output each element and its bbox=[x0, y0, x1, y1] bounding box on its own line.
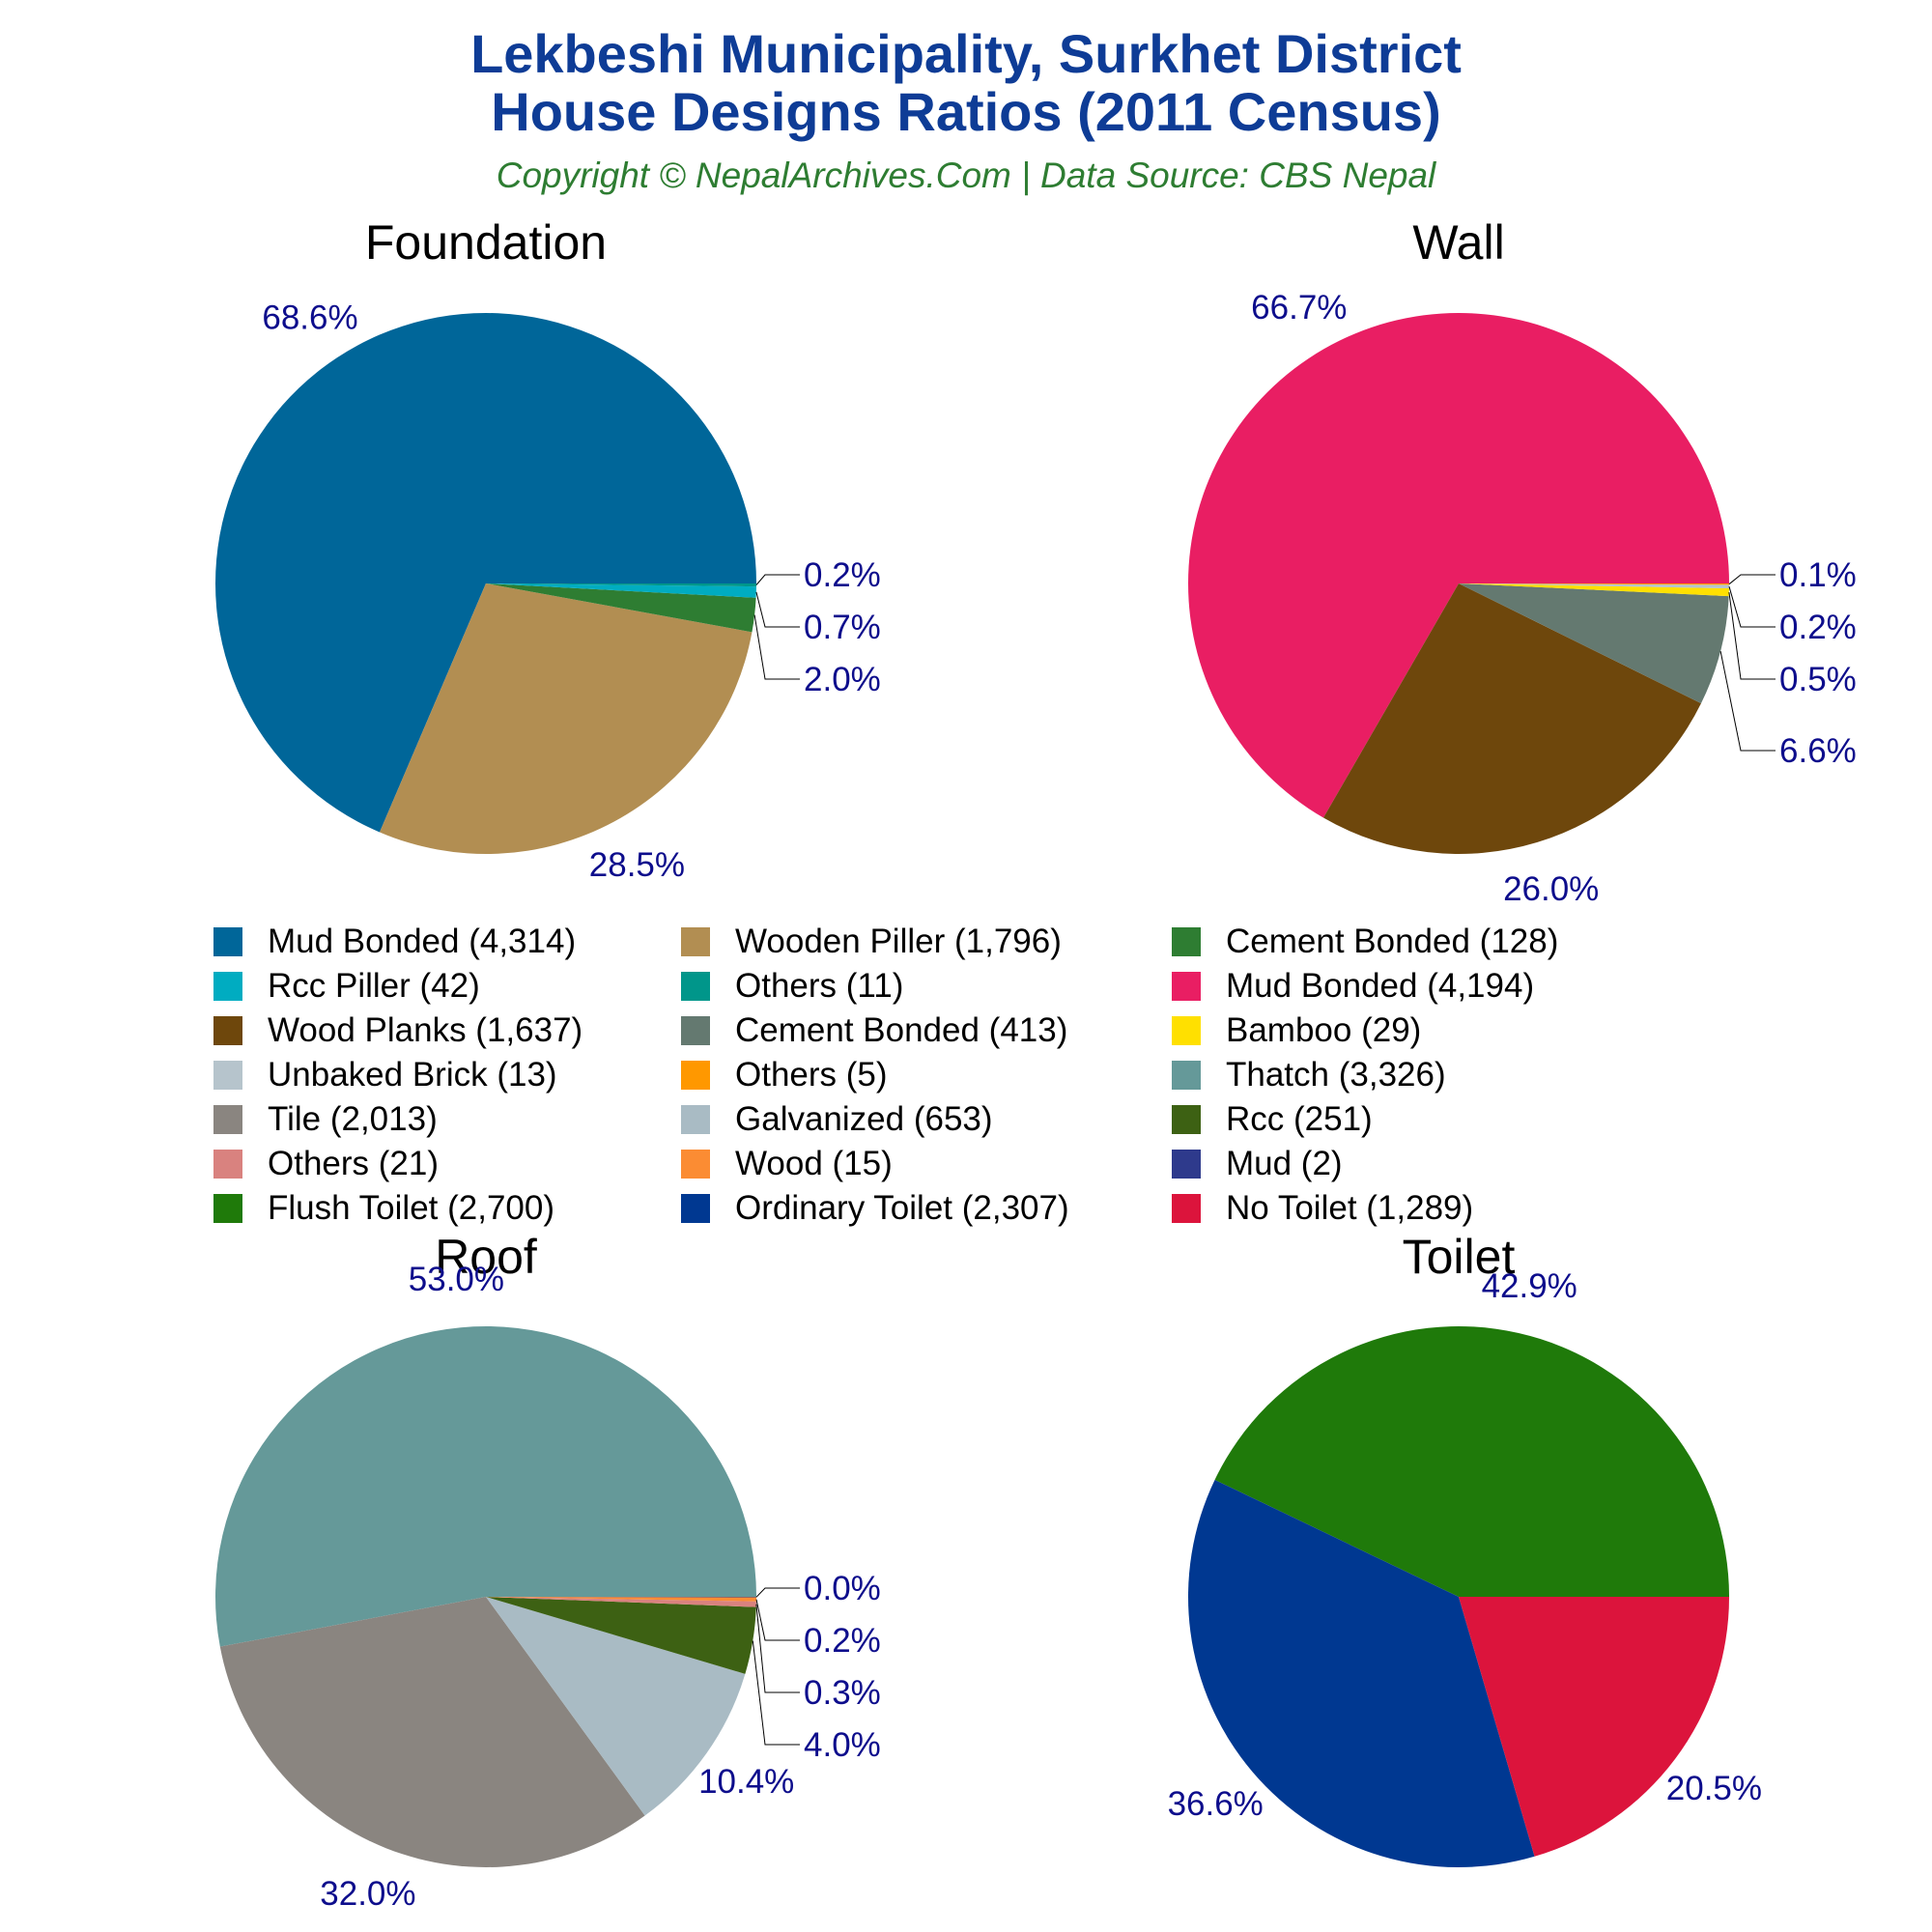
pie-leader-line-roof-mud bbox=[755, 1587, 800, 1598]
pie-title-foundation: Foundation bbox=[365, 215, 607, 270]
pie-slice-toilet-no-toilet bbox=[1459, 1597, 1729, 1857]
pie-slice-wall-cement-bonded bbox=[1459, 583, 1729, 704]
pie-pct-label-roof-wood: 0.2% bbox=[804, 1622, 881, 1660]
pie-pct-label-foundation-mud-bonded: 68.6% bbox=[262, 298, 357, 336]
pie-pct-label-foundation-others: 0.2% bbox=[804, 556, 881, 594]
pie-title-toilet: Toilet bbox=[1403, 1230, 1516, 1284]
chart-subtitle: Copyright © NepalArchives.Com | Data Sou… bbox=[496, 156, 1436, 195]
pie-slice-foundation-wooden-piller bbox=[380, 583, 753, 855]
pie-slice-foundation-others bbox=[486, 583, 756, 587]
pie-pct-label-foundation-cement-bonded: 2.0% bbox=[804, 661, 881, 698]
pie-leader-line-wall-others bbox=[1728, 574, 1776, 585]
pie-title-roof: Roof bbox=[435, 1230, 537, 1284]
chart-title-line2: House Designs Ratios (2011 Census) bbox=[491, 81, 1441, 142]
pie-slice-roof-wood bbox=[486, 1597, 756, 1602]
pie-slice-toilet-ordinary-toilet bbox=[1187, 1479, 1535, 1868]
pie-slice-wall-wood-planks bbox=[1323, 583, 1701, 855]
pie-leader-line-foundation-others bbox=[755, 574, 800, 585]
chart-title-line1: Lekbeshi Municipality, Surkhet District bbox=[470, 23, 1462, 84]
pie-slice-foundation-rcc-piller bbox=[486, 583, 756, 598]
pie-slice-wall-mud-bonded bbox=[1187, 313, 1729, 818]
pie-leader-line-roof-wood bbox=[755, 1599, 800, 1641]
pie-slice-roof-rcc bbox=[486, 1597, 756, 1674]
pie-leader-line-wall-bamboo bbox=[1728, 592, 1776, 680]
pie-pct-label-wall-wood-planks: 26.0% bbox=[1503, 870, 1599, 908]
pie-leader-line-roof-rcc bbox=[752, 1640, 800, 1746]
pie-slice-toilet-flush-toilet bbox=[1214, 1325, 1729, 1597]
chart-header: Lekbeshi Municipality, Surkhet District … bbox=[0, 0, 1932, 203]
pie-leader-line-wall-cement-bonded bbox=[1719, 651, 1776, 752]
pie-leader-line-foundation-cement-bonded bbox=[753, 614, 800, 680]
pie-pct-label-foundation-rcc-piller: 0.7% bbox=[804, 609, 881, 646]
pie-slice-roof-thatch bbox=[215, 1325, 757, 1647]
pie-pct-label-wall-unbaked-brick: 0.2% bbox=[1779, 609, 1857, 646]
pie-slice-foundation-mud-bonded bbox=[215, 313, 756, 833]
pie-pct-label-roof-mud: 0.0% bbox=[804, 1570, 881, 1607]
pie-slice-roof-tile bbox=[219, 1597, 645, 1867]
pie-slice-wall-unbaked-brick bbox=[1459, 583, 1729, 589]
pie-slice-wall-others bbox=[1459, 583, 1730, 585]
pie-pct-label-wall-cement-bonded: 6.6% bbox=[1779, 732, 1857, 770]
pie-slice-roof-others bbox=[486, 1597, 756, 1607]
pie-leader-line-foundation-rcc-piller bbox=[755, 591, 800, 628]
pie-pct-label-roof-others: 0.3% bbox=[804, 1674, 881, 1712]
pie-slice-wall-bamboo bbox=[1459, 583, 1729, 597]
pie-pct-label-toilet-ordinary-toilet: 36.6% bbox=[1168, 1785, 1264, 1823]
pie-chart-wall: Wall 66.7% 26.0% 0.1% 0.2% 0.5% 6.6% bbox=[1187, 215, 1857, 908]
pie-pct-label-wall-bamboo: 0.5% bbox=[1779, 661, 1857, 698]
pie-slice-roof-mud bbox=[486, 1597, 757, 1598]
pie-slice-foundation-cement-bonded bbox=[486, 583, 756, 633]
pie-pct-label-toilet-flush-toilet: 42.9% bbox=[1482, 1267, 1577, 1305]
pie-pct-label-toilet-no-toilet: 20.5% bbox=[1666, 1770, 1762, 1807]
pie-title-wall: Wall bbox=[1412, 215, 1504, 270]
pie-pct-label-roof-tile: 32.0% bbox=[320, 1875, 415, 1913]
pie-pct-label-roof-galvanized: 10.4% bbox=[698, 1763, 794, 1801]
pie-slice-roof-galvanized bbox=[486, 1597, 746, 1816]
pie-pct-label-roof-rcc: 4.0% bbox=[804, 1726, 881, 1764]
pie-pct-label-roof-thatch: 53.0% bbox=[409, 1261, 504, 1298]
pie-pct-label-wall-mud-bonded: 66.7% bbox=[1251, 289, 1347, 327]
pie-leader-line-roof-others bbox=[755, 1604, 800, 1693]
pie-pct-label-foundation-wooden-piller: 28.5% bbox=[589, 846, 685, 884]
pie-pct-label-wall-others: 0.1% bbox=[1779, 556, 1857, 594]
pie-leader-line-wall-unbaked-brick bbox=[1728, 586, 1776, 628]
